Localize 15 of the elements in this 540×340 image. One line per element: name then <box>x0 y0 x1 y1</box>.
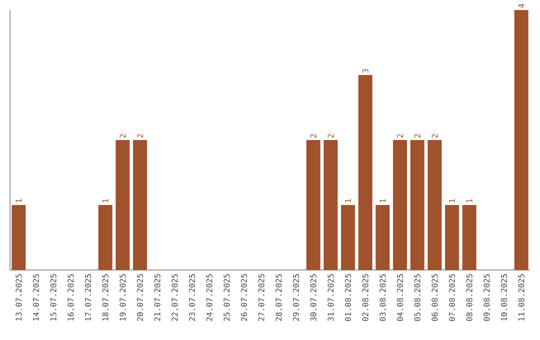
bar <box>133 140 147 270</box>
bar <box>98 205 112 270</box>
bar <box>116 140 130 270</box>
bar <box>393 140 408 270</box>
bar <box>410 140 424 270</box>
bar <box>306 140 320 270</box>
bar <box>341 205 356 270</box>
bar <box>12 205 26 270</box>
bar <box>358 75 372 270</box>
bar <box>445 205 460 270</box>
bar <box>462 205 476 270</box>
bar <box>514 10 528 270</box>
bar <box>324 140 338 270</box>
bar <box>428 140 442 270</box>
bar <box>376 205 390 270</box>
